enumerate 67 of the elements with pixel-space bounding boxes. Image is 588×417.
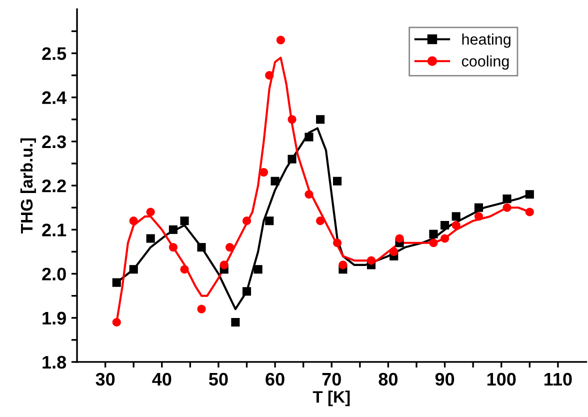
point [338,260,348,270]
y-tick-label: 2.2 [42,180,66,192]
x-tick-label: 90 [435,372,454,386]
x-tick-label: 30 [96,372,115,386]
y-axis-title: THG [arb.u.] [20,138,36,234]
point [226,243,234,252]
point [525,208,534,216]
point [333,176,342,186]
point [270,176,280,186]
point [366,256,376,265]
y-tick-label: 2.1 [42,224,66,236]
point [390,247,398,256]
x-tick-label: 40 [152,372,172,386]
x-tick-label: 100 [487,372,516,386]
point [304,132,314,142]
point [168,243,178,252]
point [502,194,512,204]
point [288,115,296,124]
x-tick-label: 50 [208,372,228,386]
point [129,265,138,274]
point [265,216,274,226]
point [288,154,296,164]
point [452,220,460,230]
point [395,234,404,243]
point [525,190,534,199]
point [129,216,138,226]
point [502,203,512,212]
point [265,71,274,80]
point [231,318,240,327]
y-tick-label: 1.9 [42,312,66,325]
point [316,115,325,124]
point [474,212,484,221]
point [180,265,189,274]
point [440,234,450,243]
point [452,212,460,221]
point [197,243,206,252]
x-tick-label: 80 [378,372,398,386]
point [168,225,178,234]
point [197,304,206,314]
point [242,216,252,226]
point [429,238,438,248]
legend-label: heating [462,34,510,48]
point [180,216,189,226]
legend-label: cooling [462,55,509,70]
point [146,234,155,243]
point [112,318,121,327]
y-tick-label: 2.3 [42,135,66,148]
y-tick-label: 2.4 [42,91,67,104]
point [333,238,342,248]
x-tick-label: 70 [322,372,341,386]
y-tick-label: 2.5 [42,47,66,60]
point [276,36,285,44]
point [254,265,262,274]
point [429,230,438,238]
point [112,278,121,287]
point [242,287,252,296]
x-axis-title: T [K] [312,390,350,406]
point [440,220,450,230]
point [316,216,325,226]
y-tick-label: 2.0 [42,268,66,280]
point [474,203,484,212]
point [146,208,155,216]
x-tick-label: 110 [544,372,572,386]
point [304,190,314,199]
x-tick-label: 60 [266,372,284,386]
point [220,260,228,270]
y-tick-label: 1.8 [42,356,66,369]
